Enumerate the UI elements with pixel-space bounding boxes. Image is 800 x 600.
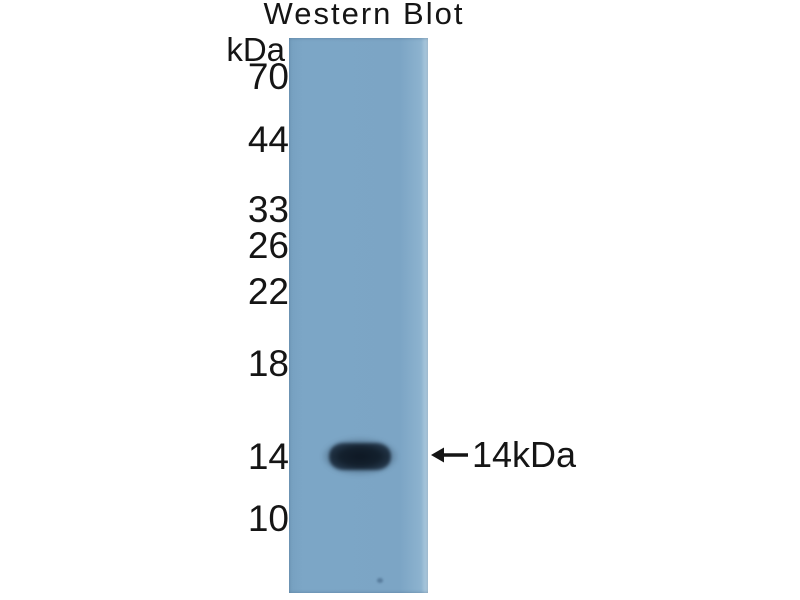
ladder-marker-70: 70 — [247, 56, 289, 97]
band-annotation-label: 14kDa — [472, 434, 577, 475]
ladder-marker-10: 10 — [247, 498, 289, 539]
gel-lane — [289, 38, 428, 593]
ladder-marker-22: 22 — [247, 271, 289, 312]
ladder-marker-44: 44 — [247, 119, 289, 160]
ladder-marker-26: 26 — [247, 225, 289, 266]
ladder-marker-18: 18 — [247, 343, 289, 384]
figure-title: Western Blot — [263, 0, 465, 31]
ladder-marker-14: 14 — [247, 436, 289, 477]
protein-band-14kda — [329, 443, 391, 470]
ladder-marker-33: 33 — [247, 189, 289, 230]
unit-label-kda: kDa — [226, 31, 285, 68]
lane-artifact-dot — [377, 578, 383, 583]
arrow-left-icon — [431, 447, 468, 463]
band-annotation: 14kDa — [430, 435, 576, 475]
